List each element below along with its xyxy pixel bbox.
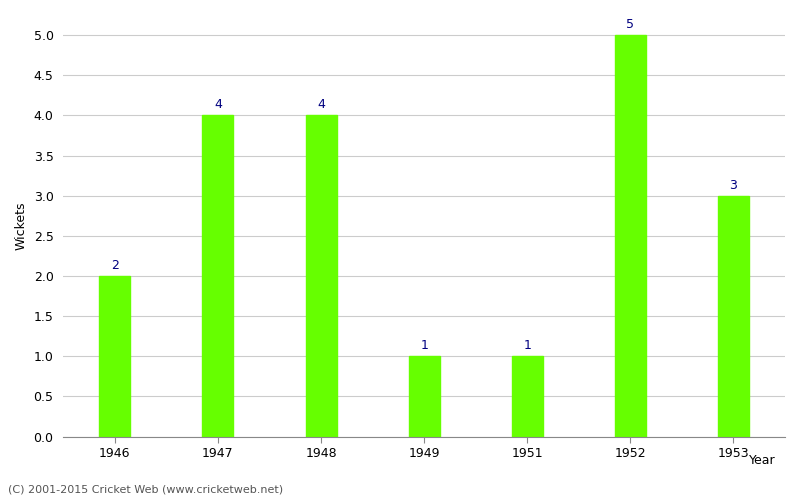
Text: 5: 5 [626, 18, 634, 31]
Bar [512, 356, 542, 436]
Text: Year: Year [750, 454, 776, 468]
Text: 3: 3 [730, 178, 738, 192]
Text: 4: 4 [214, 98, 222, 112]
Text: 4: 4 [317, 98, 325, 112]
Bar [718, 196, 749, 436]
Text: 1: 1 [420, 340, 428, 352]
Text: 1: 1 [523, 340, 531, 352]
Text: (C) 2001-2015 Cricket Web (www.cricketweb.net): (C) 2001-2015 Cricket Web (www.cricketwe… [8, 485, 283, 495]
Bar [202, 116, 234, 436]
Bar [409, 356, 440, 436]
Bar [99, 276, 130, 436]
Y-axis label: Wickets: Wickets [15, 202, 28, 250]
Text: 2: 2 [111, 259, 118, 272]
Bar [615, 35, 646, 436]
Bar [306, 116, 337, 436]
